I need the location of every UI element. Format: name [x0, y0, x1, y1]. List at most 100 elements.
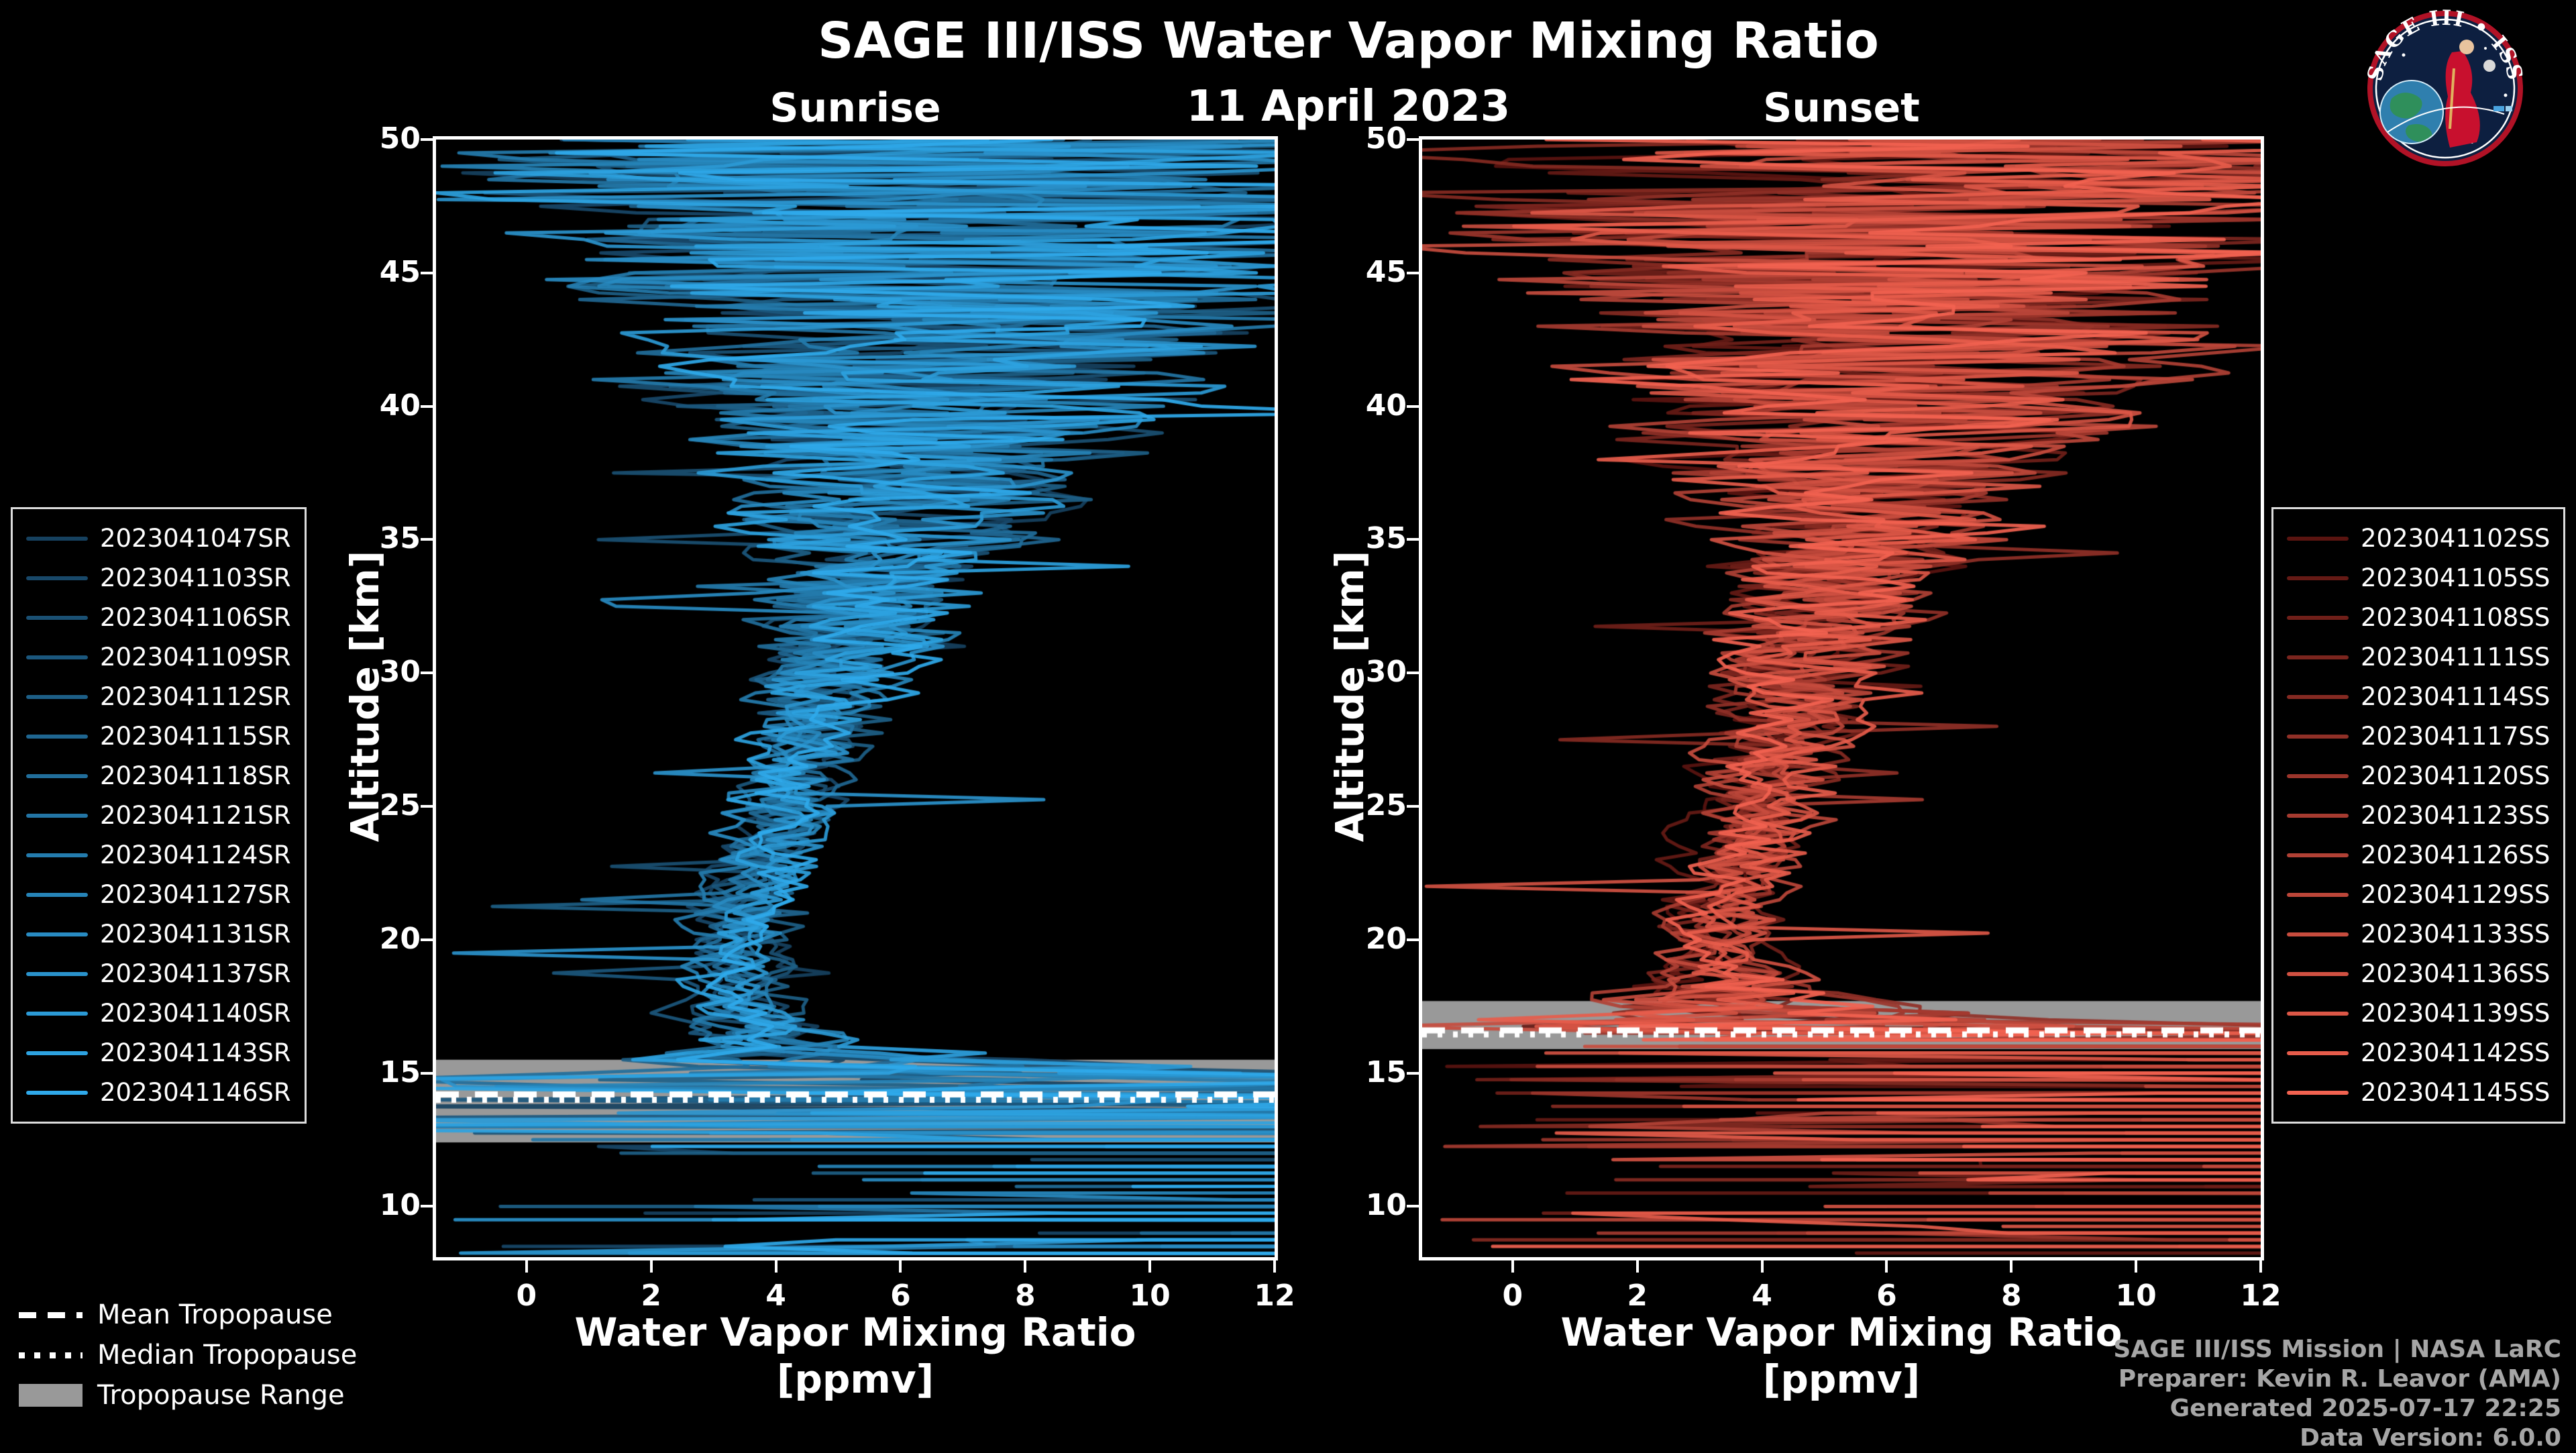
x-tick-label: 2	[641, 1279, 661, 1313]
series-color-swatch	[26, 655, 88, 659]
series-event-id: 2023041108SS	[2361, 603, 2551, 632]
series-color-swatch	[2287, 536, 2349, 541]
legend-item: 2023041124SR	[26, 835, 291, 875]
dashed-line-swatch	[19, 1311, 83, 1318]
plot-date: 11 April 2023	[1186, 82, 1511, 131]
legend-item: 2023041102SS	[2287, 519, 2550, 558]
series-event-id: 2023041111SS	[2361, 643, 2551, 671]
legend-item: 2023041137SR	[26, 954, 291, 993]
series-event-id: 2023041102SS	[2361, 524, 2551, 553]
series-event-id: 2023041139SS	[2361, 999, 2551, 1028]
series-color-swatch	[26, 536, 88, 541]
x-tick-label: 2	[1627, 1279, 1648, 1313]
x-tick	[2135, 1260, 2138, 1273]
legend-item-median-tropopause: Median Tropopause	[19, 1335, 357, 1375]
series-color-swatch	[26, 1051, 88, 1055]
x-tick-label: 8	[2000, 1279, 2022, 1313]
series-color-swatch	[26, 932, 88, 936]
y-tick	[1407, 1205, 1419, 1208]
y-tick	[1407, 538, 1419, 541]
sunrise-x-axis-units: [ppmv]	[776, 1356, 934, 1402]
series-color-swatch	[26, 892, 88, 897]
series-color-swatch	[2287, 1051, 2349, 1055]
y-tick-label: 35	[1365, 521, 1407, 556]
x-tick	[899, 1260, 902, 1273]
series-color-swatch	[2287, 1090, 2349, 1095]
tropopause-legend: Mean Tropopause Median Tropopause Tropop…	[19, 1295, 357, 1415]
x-tick	[1511, 1260, 1514, 1273]
series-color-swatch	[2287, 773, 2349, 778]
series-color-swatch	[26, 853, 88, 857]
legend-item: 2023041131SR	[26, 914, 291, 954]
legend-item: 2023041108SS	[2287, 598, 2550, 637]
x-tick	[2010, 1260, 2013, 1273]
series-color-swatch	[2287, 1011, 2349, 1016]
series-color-swatch	[2287, 932, 2349, 936]
series-event-id: 2023041120SS	[2361, 761, 2551, 790]
legend-item: 2023041133SS	[2287, 914, 2550, 954]
y-tick	[421, 405, 433, 408]
series-color-swatch	[26, 694, 88, 699]
sunset-series-legend: 2023041102SS 2023041105SS 2023041108SS 2023…	[2271, 507, 2566, 1124]
y-tick-label: 35	[379, 521, 421, 556]
x-tick-label: 6	[1876, 1279, 1897, 1313]
series-event-id: 2023041145SS	[2361, 1078, 2551, 1107]
legend-item: 2023041109SR	[26, 637, 291, 677]
legend-item: 2023041121SR	[26, 796, 291, 835]
sunset-y-axis-label: Altitude [km]	[1327, 550, 1373, 843]
sunrise-x-axis-label: Water Vapor Mixing Ratio	[574, 1309, 1136, 1355]
series-event-id: 2023041129SS	[2361, 880, 2551, 909]
legend-item: 2023041136SS	[2287, 954, 2550, 993]
series-color-swatch	[2287, 734, 2349, 739]
legend-item: 2023041140SR	[26, 993, 291, 1033]
y-tick-label: 40	[379, 388, 421, 423]
x-tick	[1024, 1260, 1027, 1273]
sunset-x-axis-units: [ppmv]	[1762, 1356, 1921, 1402]
series-event-id: 2023041115SR	[100, 722, 291, 751]
y-tick-label: 10	[379, 1188, 421, 1223]
page-title: SAGE III/ISS Water Vapor Mixing Ratio	[818, 12, 1879, 70]
legend-item: 2023041047SR	[26, 519, 291, 558]
series-event-id: 2023041123SS	[2361, 801, 2551, 830]
y-tick	[1407, 271, 1419, 274]
legend-item: 2023041112SR	[26, 677, 291, 716]
series-event-id: 2023041140SR	[100, 999, 291, 1028]
credits-block: SAGE III/ISS Mission | NASA LaRC Prepare…	[2113, 1335, 2561, 1453]
y-tick	[1407, 405, 1419, 408]
legend-item: 2023041143SR	[26, 1033, 291, 1073]
y-tick	[1407, 805, 1419, 808]
series-color-swatch	[26, 1011, 88, 1016]
series-color-swatch	[26, 971, 88, 976]
legend-item: 2023041114SS	[2287, 677, 2550, 716]
y-tick-label: 25	[379, 788, 421, 823]
series-color-swatch	[26, 813, 88, 818]
sunrise-panel-title: Sunrise	[769, 85, 941, 131]
x-tick	[1760, 1260, 1764, 1273]
series-event-id: 2023041146SR	[100, 1078, 291, 1107]
y-tick-label: 30	[1365, 655, 1407, 690]
series-event-id: 2023041118SR	[100, 761, 291, 790]
sunrise-series-legend: 2023041047SR 2023041103SR 2023041106SR 2023…	[11, 507, 307, 1124]
y-tick-label: 20	[1365, 921, 1407, 956]
legend-item: 2023041115SR	[26, 716, 291, 756]
series-event-id: 2023041114SS	[2361, 682, 2551, 711]
credits-mission: SAGE III/ISS Mission | NASA LaRC	[2113, 1336, 2561, 1363]
y-tick	[421, 1071, 433, 1075]
legend-item: 2023041123SS	[2287, 796, 2550, 835]
series-event-id: 2023041126SS	[2361, 841, 2551, 869]
y-tick	[421, 1205, 433, 1208]
sunrise-plot-area: 0 2 4 6 8 10 12 10 15 20 25 30 35 40 45 50	[380, 121, 1295, 1313]
x-tick	[649, 1260, 653, 1273]
legend-item: 2023041127SR	[26, 875, 291, 914]
x-tick-label: 0	[1502, 1279, 1523, 1313]
series-event-id: 2023041105SS	[2361, 563, 2551, 592]
series-event-id: 2023041142SS	[2361, 1038, 2551, 1067]
legend-label: Tropopause Range	[97, 1380, 345, 1411]
y-tick	[421, 538, 433, 541]
series-color-swatch	[26, 773, 88, 778]
legend-item: 2023041117SS	[2287, 716, 2550, 756]
legend-item: 2023041142SS	[2287, 1033, 2550, 1073]
sunrise-y-axis-label: Altitude [km]	[342, 550, 388, 843]
sunset-plot-area: 0 2 4 6 8 10 12 10 15 20 25 30 35 40 45 50	[1366, 121, 2282, 1313]
